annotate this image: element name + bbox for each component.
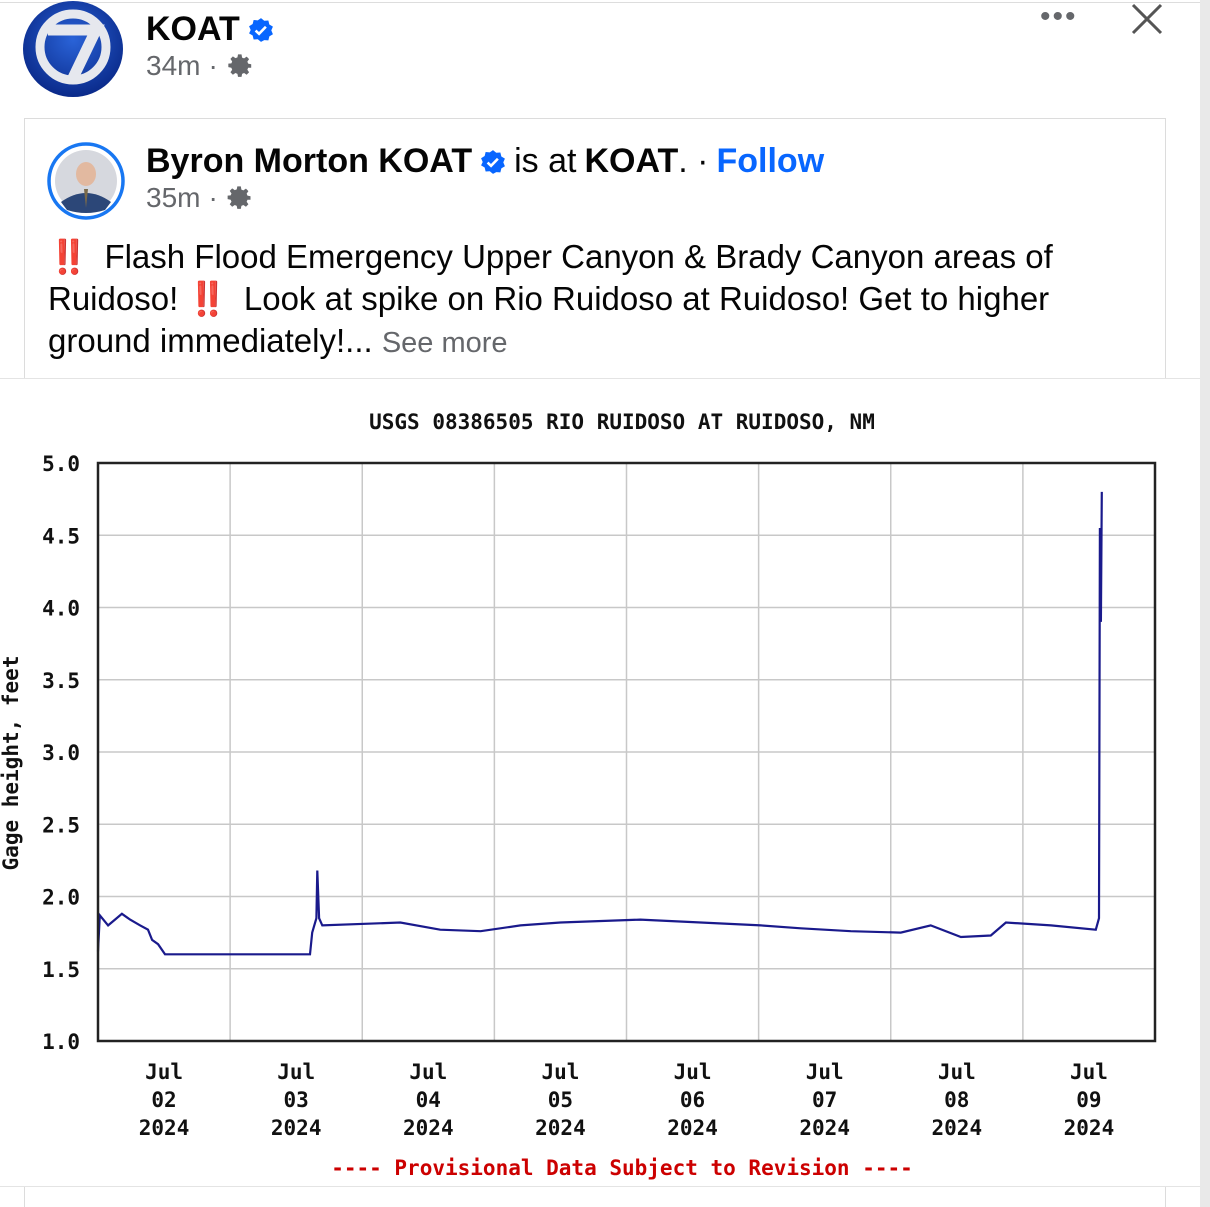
x-tick-label: Jul [541, 1060, 579, 1084]
y-axis-label: Gage height, feet [0, 656, 23, 871]
author-avatar[interactable] [47, 142, 125, 220]
koat-logo-avatar[interactable] [22, 0, 124, 98]
post-text-part-1: Flash Flood Emergency Upper Canyon & Bra… [48, 238, 1053, 317]
place-link[interactable]: KOAT [584, 142, 679, 180]
x-tick-label: 03 [284, 1088, 309, 1112]
x-tick-label: Jul [938, 1060, 976, 1084]
x-tick-label: 02 [151, 1088, 176, 1112]
y-tick-label: 5.0 [42, 452, 80, 476]
chart-title: USGS 08386505 RIO RUIDOSO AT RUIDOSO, NM [369, 410, 875, 434]
double-exclamation-emoji: ‼️ [48, 238, 89, 275]
more-options-button[interactable]: ••• [1040, 0, 1078, 33]
separator: · [208, 182, 218, 213]
privacy-gear-icon [227, 186, 251, 209]
x-tick-label: 08 [944, 1088, 969, 1112]
x-tick-label: 06 [680, 1088, 705, 1112]
x-tick-label: 05 [548, 1088, 573, 1112]
page-name-link[interactable]: KOAT [146, 10, 240, 48]
shared-post-meta: 35m · [146, 182, 254, 214]
x-tick-label: 2024 [535, 1116, 586, 1140]
verified-badge-icon [481, 149, 506, 174]
y-tick-label: 2.5 [42, 813, 80, 837]
post-text: ‼️ Flash Flood Emergency Upper Canyon & … [48, 236, 1148, 364]
y-tick-label: 1.5 [42, 958, 80, 982]
x-tick-label: 2024 [932, 1116, 983, 1140]
gage-height-series [96, 491, 1103, 956]
x-tick-label: Jul [277, 1060, 315, 1084]
y-tick-label: 4.5 [42, 524, 80, 548]
provisional-footnote: ---- Provisional Data Subject to Revisio… [331, 1156, 913, 1180]
x-tick-label: Jul [145, 1060, 183, 1084]
place-suffix: . · [678, 142, 709, 180]
x-tick-label: Jul [674, 1060, 712, 1084]
post-time[interactable]: 34m [146, 50, 201, 81]
close-icon[interactable] [1128, 2, 1166, 36]
x-tick-label: Jul [409, 1060, 447, 1084]
author-name-link[interactable]: Byron Morton KOAT [146, 142, 473, 180]
separator: · [208, 50, 218, 81]
x-tick-label: 2024 [403, 1116, 454, 1140]
x-tick-label: 2024 [667, 1116, 718, 1140]
plot-frame [96, 461, 1157, 1043]
x-tick-label: 2024 [1064, 1116, 1115, 1140]
x-tick-label: 2024 [799, 1116, 850, 1140]
y-tick-label: 3.5 [42, 669, 80, 693]
y-tick-label: 4.0 [42, 597, 80, 621]
x-tick-label: 07 [812, 1088, 837, 1112]
privacy-gear-icon [228, 54, 251, 77]
follow-button[interactable]: Follow [716, 142, 825, 180]
y-tick-label: 1.0 [42, 1030, 80, 1054]
x-tick-label: 2024 [271, 1116, 322, 1140]
page-name[interactable]: KOAT [146, 10, 274, 49]
y-tick-label: 3.0 [42, 741, 80, 765]
is-at-label: is at [514, 142, 577, 180]
y-tick-label: 2.0 [42, 886, 80, 910]
top-divider [0, 2, 1200, 3]
verified-badge-icon [248, 17, 273, 42]
gage-height-chart[interactable]: USGS 08386505 RIO RUIDOSO AT RUIDOSO, NM… [0, 378, 1200, 1187]
shared-post-header: Byron Morton KOAT is at KOAT. · Follow [146, 142, 824, 181]
post-time[interactable]: 35m [146, 182, 201, 213]
x-tick-label: 09 [1076, 1088, 1101, 1112]
scrollbar[interactable] [1200, 0, 1210, 1207]
x-tick-label: 2024 [139, 1116, 190, 1140]
x-tick-label: 04 [416, 1088, 441, 1112]
see-more-link[interactable]: See more [381, 327, 508, 359]
post-text-part-2: Look at spike on Rio Ruidoso at Ruidoso!… [48, 280, 1050, 359]
double-exclamation-emoji: ‼️ [187, 280, 228, 317]
x-tick-label: Jul [806, 1060, 844, 1084]
page-post-meta: 34m · [146, 50, 254, 82]
x-tick-label: Jul [1070, 1060, 1108, 1084]
